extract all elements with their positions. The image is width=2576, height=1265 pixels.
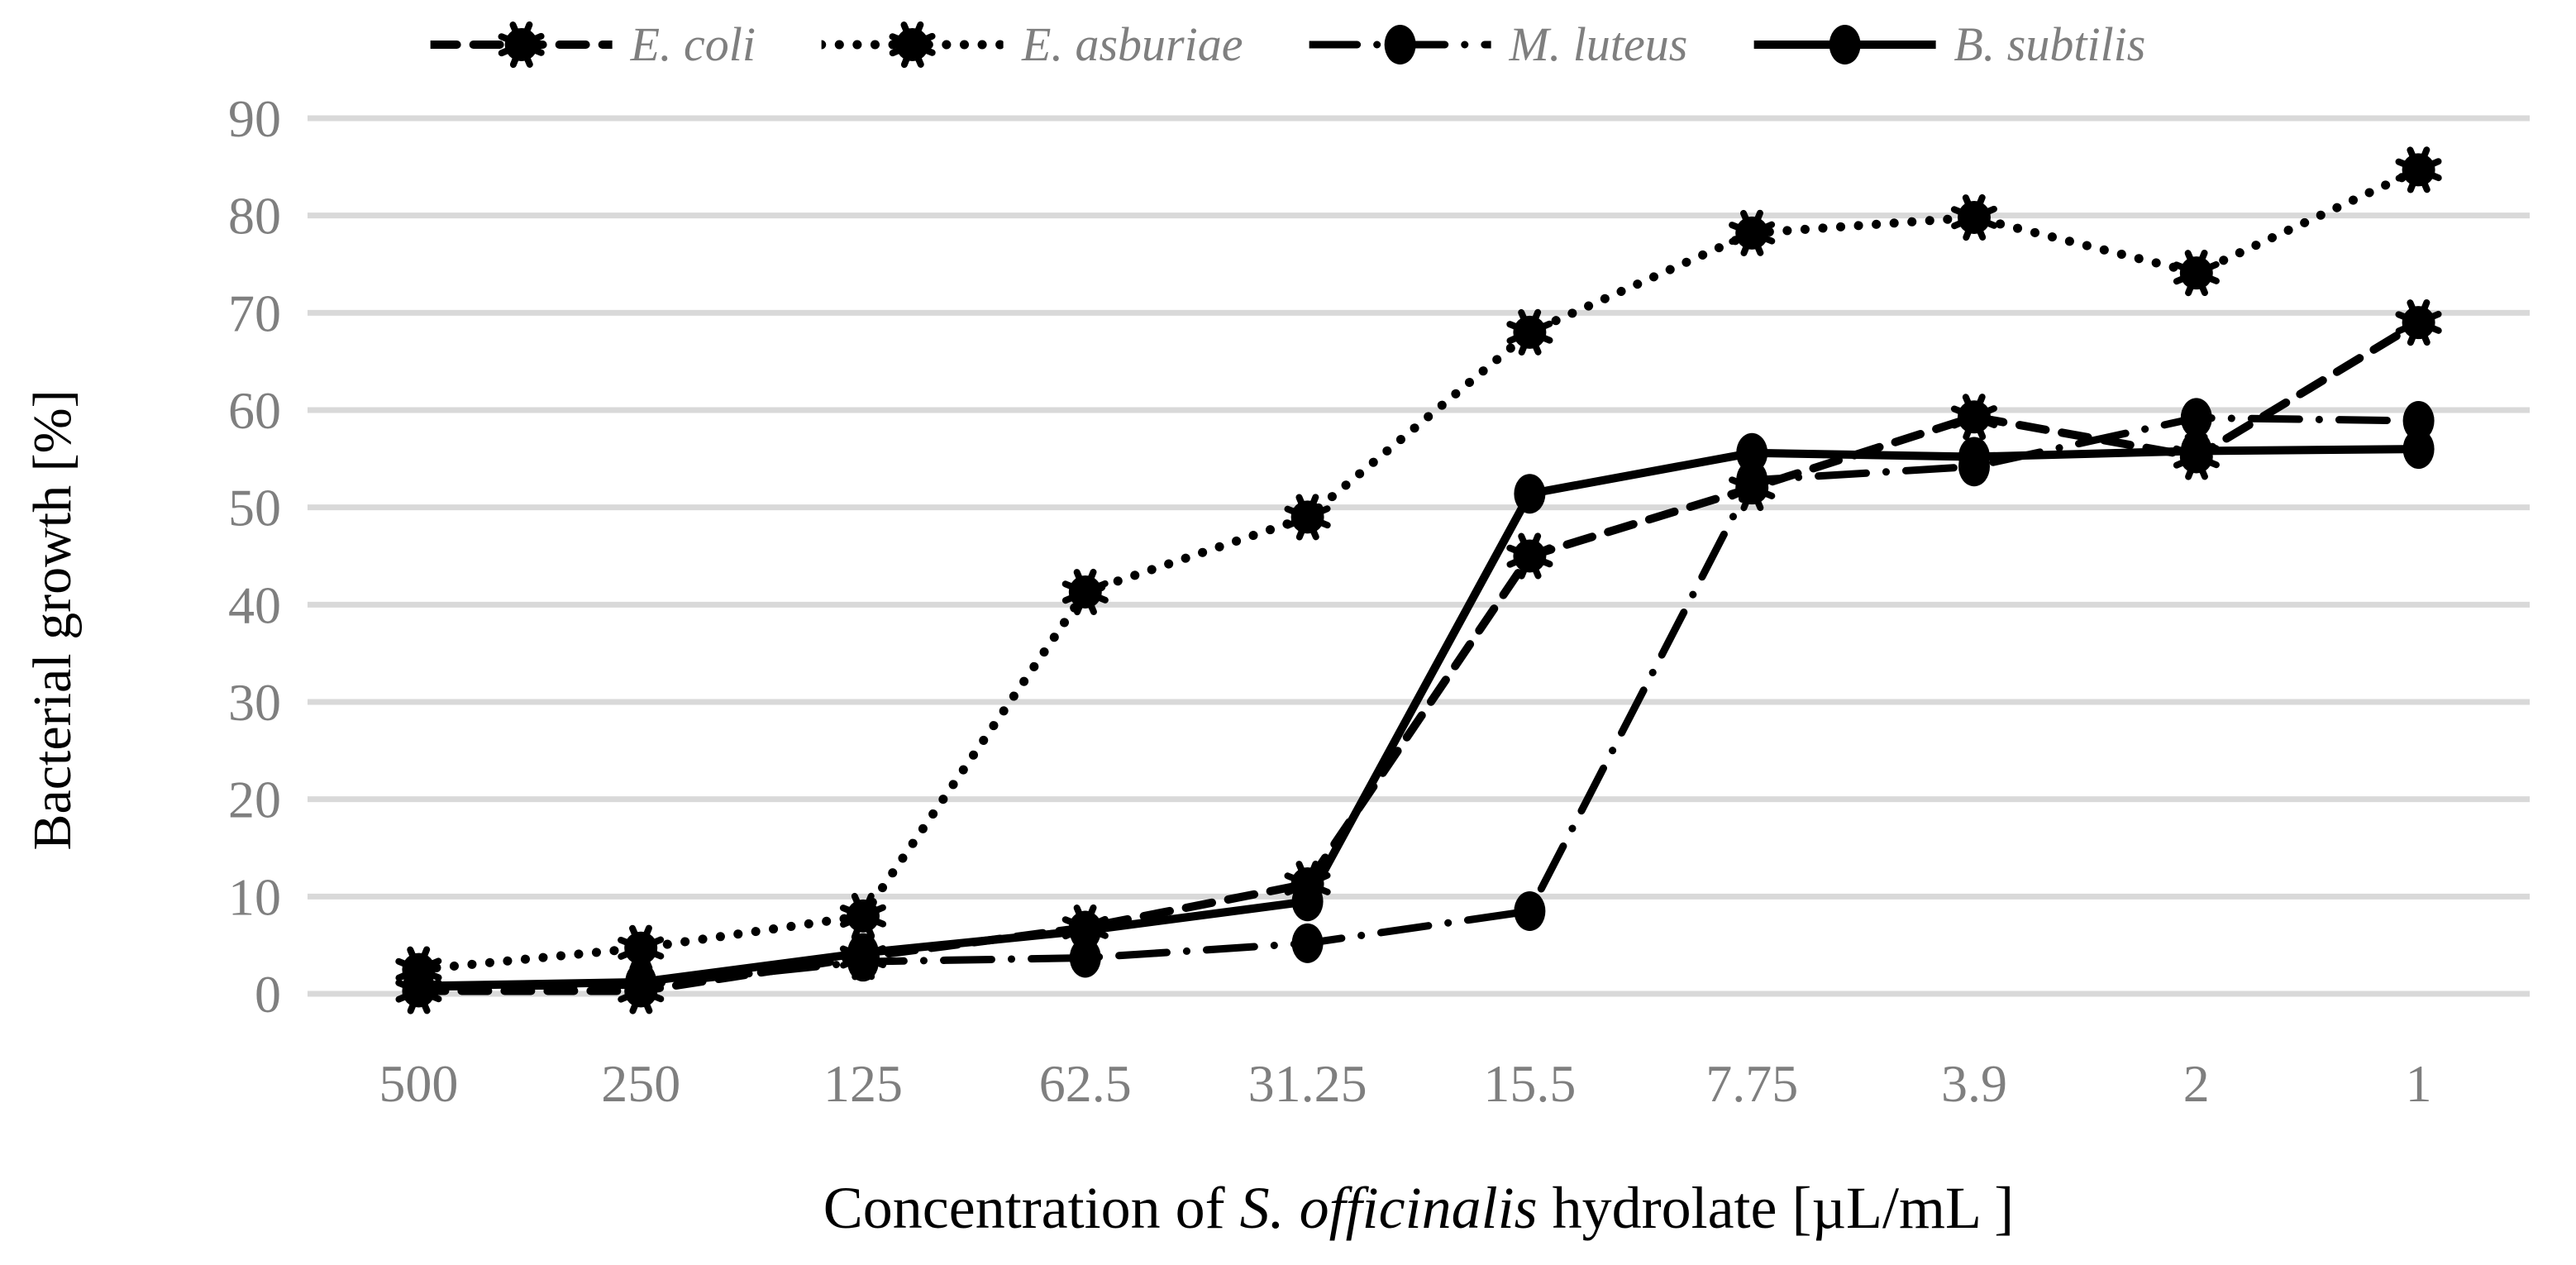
x-tick-label-31-25: 31.25 (1248, 1054, 1367, 1113)
legend-item-b-subtilis: B. subtilis (1753, 15, 2145, 74)
x-tick-label-3-9: 3.9 (1941, 1054, 2007, 1113)
marker-e-asburiae-7-75 (1729, 209, 1776, 256)
x-axis-title-species: S. officinalis (1239, 1175, 1538, 1241)
x-tick-label-62-5: 62.5 (1039, 1054, 1132, 1113)
x-tick-label-2: 2 (2183, 1054, 2210, 1113)
marker-m-luteus-31-25 (1291, 923, 1324, 963)
x-axis-title: Concentration of S. officinalis hydrolat… (308, 1174, 2530, 1243)
y-tick-label-40: 40 (228, 575, 281, 634)
marker-m-luteus-62-5 (1069, 938, 1101, 978)
series-line-e-coli (414, 318, 2423, 995)
x-axis-title-prefix: Concentration of (823, 1175, 1240, 1241)
series-line-e-asburiae (413, 165, 2424, 975)
marker-e-asburiae-15-5 (1506, 308, 1553, 356)
y-tick-label-70: 70 (228, 284, 281, 342)
x-tick-label-125: 125 (823, 1054, 903, 1113)
x-tick-label-500: 500 (379, 1054, 458, 1113)
series-line-m-luteus (414, 413, 2423, 991)
y-tick-label-80: 80 (228, 187, 281, 246)
y-tick-label-10: 10 (228, 867, 281, 926)
legend-marker-e-asburiae-icon (889, 21, 937, 69)
legend-line-sample-m-luteus-icon (1309, 25, 1491, 64)
marker-b-subtilis-500 (403, 966, 435, 1006)
marker-e-coli-3-9 (1950, 394, 1998, 441)
marker-m-luteus-2 (2180, 398, 2212, 438)
y-tick-label-60: 60 (228, 381, 281, 440)
marker-b-subtilis-3-9 (1958, 437, 1990, 477)
marker-m-luteus-7-75 (1736, 460, 1768, 500)
marker-e-coli-1 (2395, 298, 2442, 346)
marker-e-asburiae-62-5 (1061, 568, 1109, 616)
marker-b-subtilis-31-25 (1291, 881, 1324, 922)
y-tick-label-50: 50 (228, 479, 281, 537)
marker-b-subtilis-2 (2180, 431, 2212, 471)
legend-marker-e-coli-icon (498, 21, 545, 69)
marker-e-asburiae-250 (618, 924, 665, 971)
marker-e-asburiae-31-25 (1284, 494, 1331, 541)
marker-e-asburiae-3-9 (1950, 193, 1998, 241)
series-line-b-subtilis (414, 445, 2423, 991)
legend-line-sample-b-subtilis-icon (1753, 25, 1936, 64)
y-tick-label-90: 90 (228, 89, 281, 148)
legend-marker-b-subtilis-icon (1829, 25, 1861, 64)
legend-line-sample-e-asburiae-icon (822, 21, 1004, 69)
legend-item-e-asburiae: E. asburiae (822, 15, 1243, 74)
legend-line-sample-e-coli-icon (430, 21, 613, 69)
marker-m-luteus-15-5 (1514, 890, 1546, 931)
legend-label-e-asburiae: E. asburiae (1022, 17, 1243, 71)
y-tick-label-20: 20 (228, 771, 281, 829)
x-tick-label-7-75: 7.75 (1705, 1054, 1798, 1113)
x-tick-label-1: 1 (2406, 1054, 2432, 1113)
marker-b-subtilis-15-5 (1514, 474, 1546, 514)
marker-m-luteus-1 (2402, 400, 2435, 441)
marker-e-asburiae-125 (839, 892, 887, 939)
legend-item-e-coli: E. coli (430, 15, 756, 74)
y-tick-label-0: 0 (255, 965, 281, 1024)
legend: E. coli E. asburiae M. luteus B. subtilis (430, 15, 2145, 74)
marker-e-asburiae-2 (2173, 249, 2220, 297)
legend-item-m-luteus: M. luteus (1309, 15, 1687, 74)
x-tick-label-250: 250 (601, 1054, 680, 1113)
y-tick-label-30: 30 (228, 673, 281, 732)
marker-b-subtilis-250 (625, 962, 657, 1002)
marker-e-asburiae-1 (2395, 146, 2442, 193)
legend-label-m-luteus: M. luteus (1509, 17, 1688, 71)
marker-b-subtilis-1 (2402, 429, 2435, 470)
legend-marker-m-luteus-icon (1384, 25, 1416, 64)
x-axis-title-suffix: hydrolate [µL/mL ] (1537, 1175, 2015, 1241)
x-tick-label-15-5: 15.5 (1483, 1054, 1576, 1113)
legend-label-e-coli: E. coli (630, 17, 756, 71)
marker-b-subtilis-125 (847, 933, 879, 973)
marker-e-coli-15-5 (1506, 532, 1553, 580)
marker-b-subtilis-7-75 (1736, 432, 1768, 473)
legend-label-b-subtilis: B. subtilis (1953, 17, 2146, 71)
marker-b-subtilis-62-5 (1069, 910, 1101, 951)
